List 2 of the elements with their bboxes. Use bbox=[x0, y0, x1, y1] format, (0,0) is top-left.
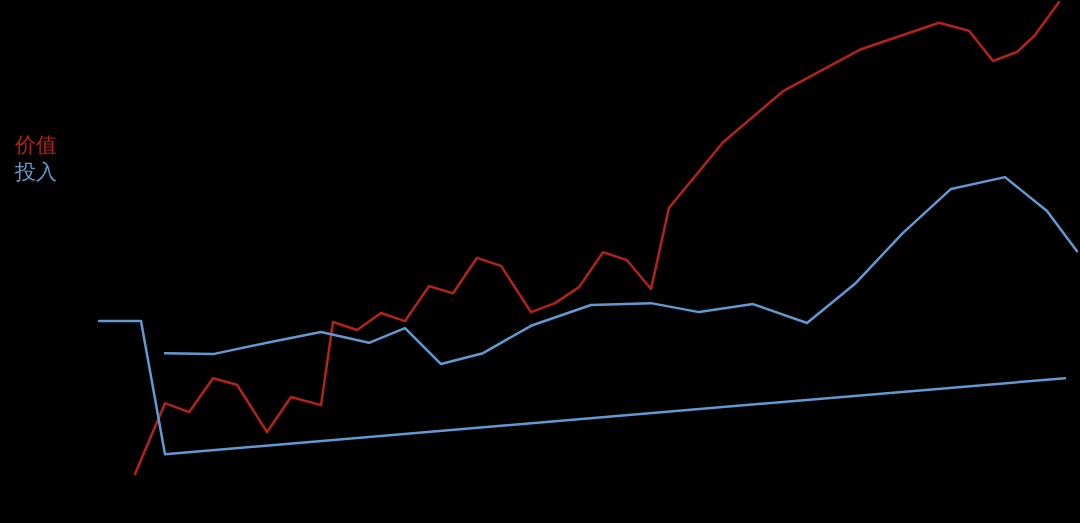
text: 投入 bbox=[14, 159, 57, 184]
text: 价值 bbox=[14, 132, 57, 157]
